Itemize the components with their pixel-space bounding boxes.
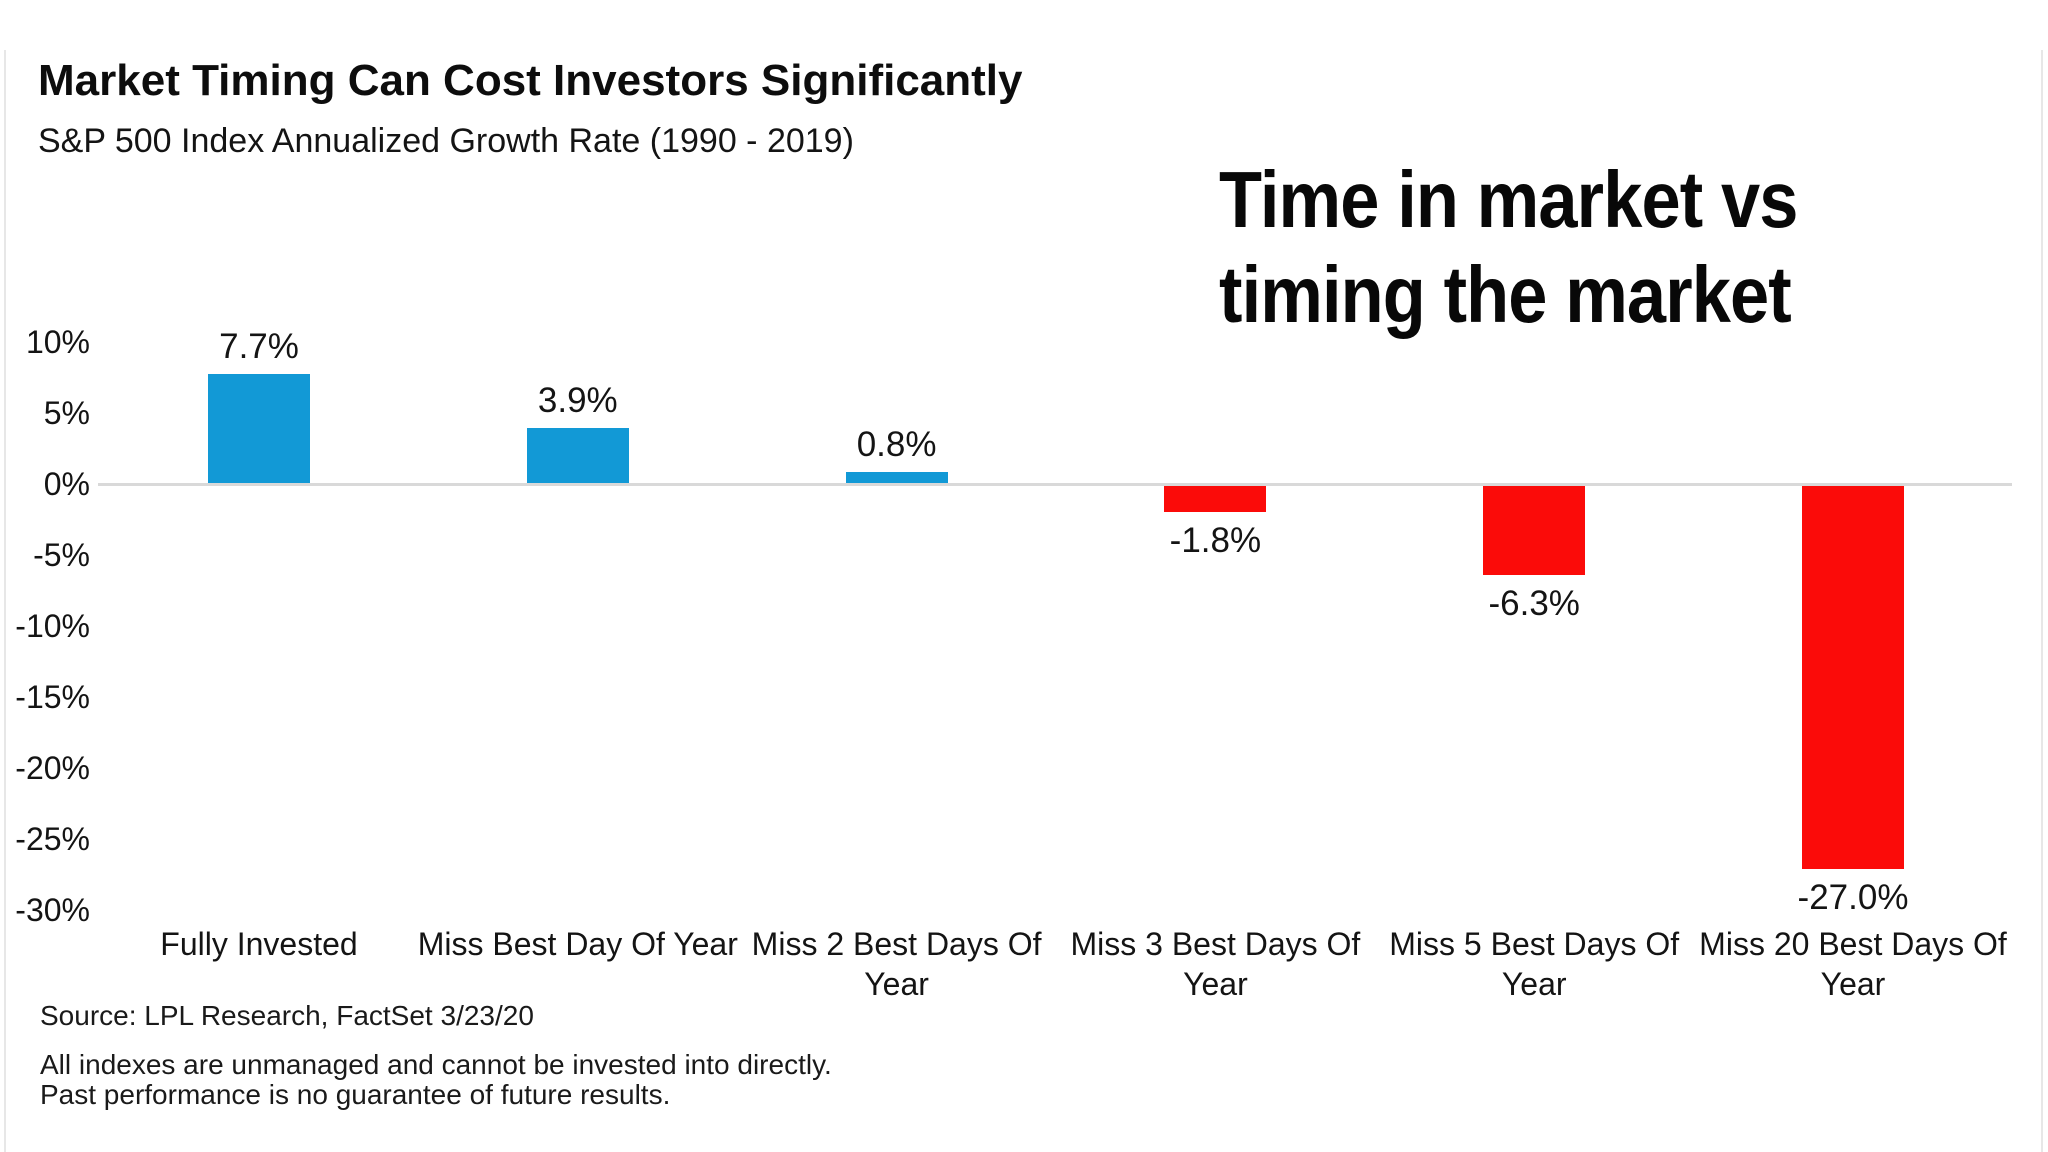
category-label: Miss 20 Best Days Of Year: [1699, 926, 2007, 1002]
y-axis-tick-label: 0%: [43, 466, 90, 502]
category-label: Miss 3 Best Days Of Year: [1070, 926, 1361, 1002]
disclaimer-text: All indexes are unmanaged and cannot be …: [40, 1049, 832, 1110]
source-text: Source: LPL Research, FactSet 3/23/20: [40, 1000, 534, 1031]
zero-axis-line: [98, 483, 2012, 486]
slide-left-border: [4, 50, 6, 1152]
bar-value-label: 0.8%: [856, 424, 937, 464]
y-axis-tick-label: 5%: [43, 395, 90, 431]
y-axis-tick-label: -20%: [15, 750, 90, 786]
bar-miss-2-best-days-of: [845, 471, 948, 483]
annotation-line-2: timing the market: [1219, 250, 1792, 339]
y-axis-tick-label: -30%: [15, 892, 90, 928]
y-axis-tick-label: -15%: [15, 679, 90, 715]
bar-value-label: -1.8%: [1169, 520, 1262, 560]
bar-value-label: -6.3%: [1488, 584, 1580, 624]
category-label: Fully Invested: [160, 926, 358, 962]
bar-miss-best-day-of-year: [526, 427, 629, 483]
bar-value-label: -27.0%: [1797, 878, 1909, 918]
bar-miss-5-best-days-of: [1483, 486, 1586, 576]
chart-title: Market Timing Can Cost Investors Signifi…: [38, 56, 1023, 105]
category-label: Miss Best Day Of Year: [417, 926, 738, 962]
bar-miss-20-best-days-of: [1802, 486, 1904, 870]
y-axis-tick-label: 10%: [25, 324, 90, 360]
category-label: Miss 2 Best Days Of Year: [751, 926, 1042, 1002]
y-axis-tick-label: -25%: [15, 821, 90, 857]
annotation-line-1: Time in market vs: [1219, 155, 1798, 244]
chart-subtitle: S&P 500 Index Annualized Growth Rate (19…: [38, 122, 854, 160]
category-label: Miss 5 Best Days Of Year: [1389, 926, 1680, 1002]
y-axis-tick-label: -10%: [15, 608, 90, 644]
annotation-time-in-market: Time in market vs timing the market: [1219, 152, 1798, 342]
bar-value-label: 3.9%: [537, 380, 618, 420]
bar-miss-3-best-days-of: [1164, 486, 1267, 512]
bar-value-label: 7.7%: [219, 326, 299, 366]
y-axis-tick-label: -5%: [33, 537, 90, 573]
bar-fully-invested: [208, 373, 310, 483]
slide-right-border: [2041, 50, 2043, 1152]
